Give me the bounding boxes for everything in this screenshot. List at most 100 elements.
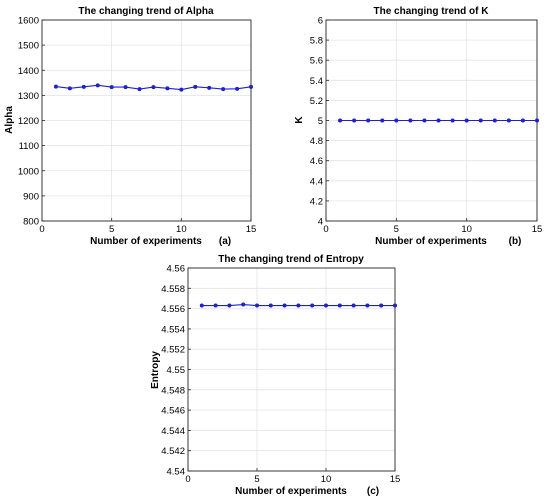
chart-panel-2: 0 5 10 15 4.54 4.542 4.544 4.546 4.548 4.55 4.552 4…: [150, 254, 400, 497]
data-point: [365, 303, 370, 308]
data-point: [380, 118, 385, 123]
y-tick-label: 1000: [18, 166, 39, 177]
data-point: [109, 85, 114, 90]
data-point: [351, 303, 356, 308]
plot-frame: [187, 267, 396, 472]
y-tick-label: 4: [318, 217, 323, 228]
data-point: [151, 85, 156, 90]
y-axis-label: Entropy: [150, 351, 161, 389]
panel-label: (a): [219, 236, 231, 247]
data-point: [165, 86, 170, 91]
data-point: [221, 87, 226, 92]
y-tick-label: 4.558: [161, 284, 185, 295]
x-tick-label: 0: [39, 224, 44, 235]
chart-title: The changing trend of Entropy: [218, 254, 364, 265]
y-tick-label: 900: [23, 191, 39, 202]
y-tick-label: 1400: [18, 66, 39, 77]
data-point: [337, 303, 342, 308]
panel-label: (c): [367, 486, 379, 497]
data-point: [207, 85, 212, 90]
y-tick-label: 4.552: [161, 345, 185, 356]
data-point: [408, 118, 413, 123]
y-tick-label: 4.8: [310, 136, 323, 147]
y-tick-label: 4.6: [310, 156, 323, 167]
data-point: [450, 118, 455, 123]
x-tick-label: 5: [254, 474, 259, 485]
x-tick-label: 15: [390, 474, 401, 485]
y-tick-label: 1300: [18, 91, 39, 102]
y-tick-label: 5.2: [310, 96, 323, 107]
x-axis-label: Number of experiments: [235, 486, 347, 497]
y-tick-label: 4.544: [161, 426, 185, 437]
data-point: [123, 85, 128, 90]
y-tick-label: 4.542: [161, 446, 185, 457]
y-tick-label: 4.554: [161, 324, 185, 335]
x-tick-label: 0: [323, 224, 328, 235]
data-point: [422, 118, 427, 123]
y-tick-label: 5.8: [310, 36, 323, 47]
y-tick-label: 800: [23, 217, 39, 228]
data-point: [213, 303, 218, 308]
x-tick-label: 15: [532, 224, 543, 235]
y-tick-label: 4.546: [161, 406, 185, 417]
y-tick-label: 4.54: [167, 467, 186, 478]
data-point: [478, 118, 483, 123]
y-tick-label: 4.556: [161, 304, 185, 315]
data-point: [282, 303, 287, 308]
data-point: [81, 84, 86, 89]
y-tick-label: 4.2: [310, 196, 323, 207]
data-point: [366, 118, 371, 123]
y-tick-label: 6: [318, 16, 323, 27]
y-tick-label: 5.6: [310, 56, 323, 67]
y-tick-label: 1600: [18, 16, 39, 27]
data-point: [193, 84, 198, 89]
x-tick-label: 10: [176, 224, 187, 235]
data-point: [492, 118, 497, 123]
data-point: [95, 83, 100, 88]
data-point: [67, 86, 72, 91]
data-point: [379, 303, 384, 308]
data-point: [352, 118, 357, 123]
y-tick-label: 1500: [18, 41, 39, 52]
data-point: [323, 303, 328, 308]
x-tick-label: 5: [394, 224, 399, 235]
y-tick-label: 4.56: [167, 264, 186, 275]
y-axis-label: K: [294, 116, 305, 124]
x-tick-label: 15: [246, 224, 257, 235]
y-tick-label: 1100: [19, 141, 39, 152]
chart-panel-0: 0 5 10 15 800 900 1000 1100 1200 1300 1400 1500 1600…: [4, 6, 256, 247]
data-point: [394, 118, 399, 123]
data-point: [464, 118, 469, 123]
data-point: [199, 303, 204, 308]
chart-panel-1: 0 5 10 15 4 4.2 4.4 4.6 4.8 5 5.2 5.4 5.6 5.8 6 The cha…: [294, 6, 542, 247]
data-point: [520, 118, 525, 123]
y-tick-label: 5: [318, 116, 323, 127]
y-tick-label: 5.4: [310, 76, 323, 87]
x-tick-label: 0: [185, 474, 190, 485]
data-point: [296, 303, 301, 308]
data-point: [227, 303, 232, 308]
chart-title: The changing trend of K: [374, 6, 490, 17]
y-tick-label: 4.548: [161, 385, 185, 396]
chart-title: The changing trend of Alpha: [78, 6, 214, 17]
data-point: [338, 118, 343, 123]
data-point: [534, 118, 539, 123]
data-point: [392, 303, 397, 308]
x-axis-label: Number of experiments: [375, 236, 487, 247]
data-point: [53, 84, 58, 89]
data-point: [241, 302, 246, 307]
data-point: [310, 303, 315, 308]
x-axis-label: Number of experiments: [90, 236, 202, 247]
data-point: [137, 87, 142, 92]
plot-frame: [41, 19, 252, 222]
y-axis-label: Alpha: [4, 106, 15, 134]
panel-label: (b): [509, 236, 522, 247]
data-point: [235, 86, 240, 91]
data-point: [436, 118, 441, 123]
y-tick-label: 4.4: [310, 176, 323, 187]
data-point: [268, 303, 273, 308]
x-tick-label: 5: [109, 224, 114, 235]
y-tick-label: 4.55: [167, 365, 186, 376]
data-point: [506, 118, 511, 123]
